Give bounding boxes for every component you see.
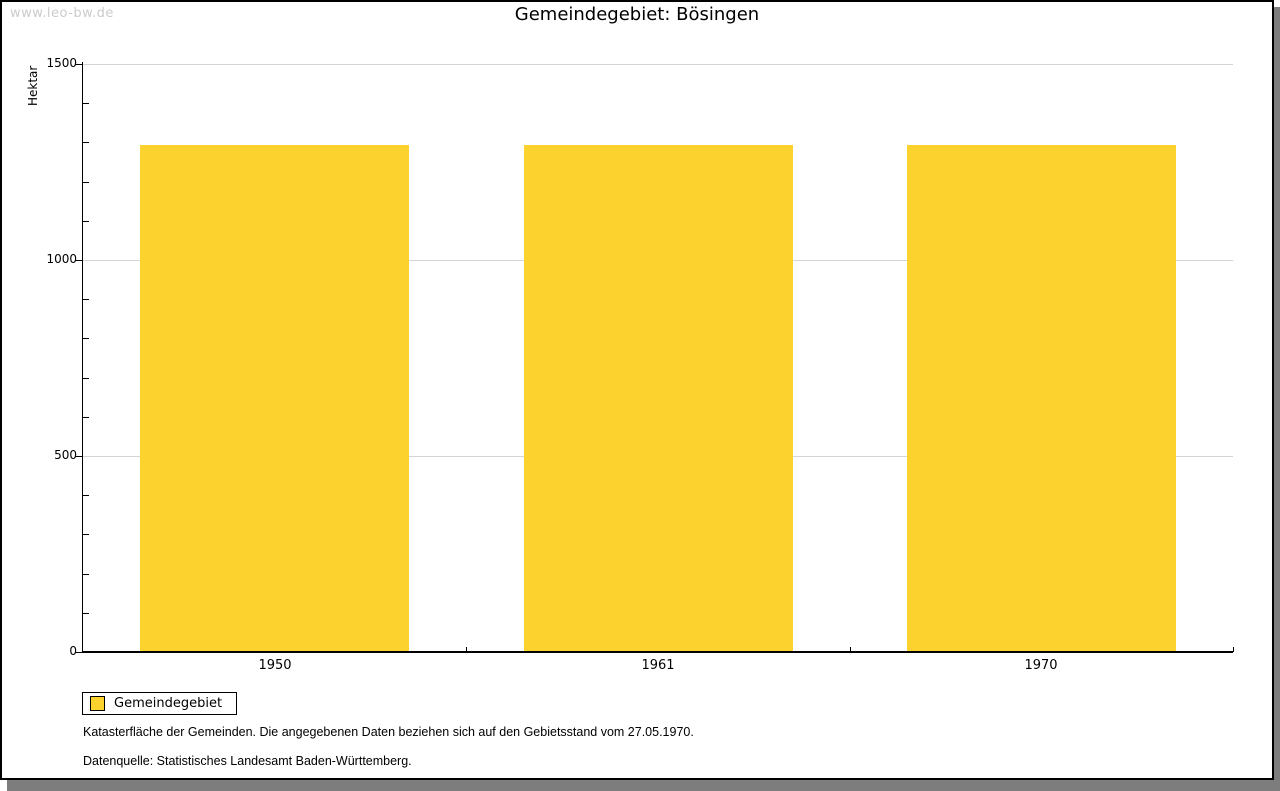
y-tick-label: 0 bbox=[69, 644, 77, 658]
x-category-label: 1970 bbox=[1024, 658, 1058, 673]
x-axis-line bbox=[82, 651, 1233, 653]
y-tick-minor bbox=[83, 417, 89, 418]
y-tick-minor bbox=[83, 103, 89, 104]
legend-label: Gemeindegebiet bbox=[114, 696, 223, 711]
y-tick-label: 1500 bbox=[46, 56, 77, 70]
x-category-label: 1950 bbox=[258, 658, 292, 673]
x-tick bbox=[850, 647, 851, 652]
y-tick-minor bbox=[83, 182, 89, 183]
x-category-label: 1961 bbox=[641, 658, 675, 673]
y-tick-major bbox=[75, 652, 83, 653]
y-tick-minor bbox=[83, 299, 89, 300]
y-tick-major bbox=[75, 260, 83, 261]
window-shadow-bottom bbox=[7, 780, 1280, 791]
y-tick-minor bbox=[83, 221, 89, 222]
bar-1961 bbox=[524, 145, 793, 651]
y-tick-major bbox=[75, 64, 83, 65]
y-tick-minor bbox=[83, 574, 89, 575]
y-axis-line bbox=[82, 62, 83, 652]
chart-title: Gemeindegebiet: Bösingen bbox=[514, 4, 760, 25]
footnote-source-note: Katasterfläche der Gemeinden. Die angege… bbox=[83, 725, 694, 739]
x-tick bbox=[1233, 647, 1234, 652]
window-shadow-right bbox=[1274, 7, 1280, 791]
watermark-text: www.leo-bw.de bbox=[10, 6, 114, 21]
y-tick-minor bbox=[83, 495, 89, 496]
y-tick-minor bbox=[83, 534, 89, 535]
legend-box: Gemeindegebiet bbox=[82, 692, 238, 715]
y-tick-minor bbox=[83, 613, 89, 614]
bar-1950 bbox=[140, 145, 409, 651]
footnotes: Katasterfläche der Gemeinden. Die angege… bbox=[83, 725, 694, 783]
y-tick-label: 1000 bbox=[46, 252, 77, 266]
x-tick bbox=[466, 647, 467, 652]
legend-color-swatch bbox=[90, 696, 105, 711]
bar-1970 bbox=[907, 145, 1176, 651]
y-gridline bbox=[83, 64, 1233, 65]
y-tick-major bbox=[75, 456, 83, 457]
footnote-data-source: Datenquelle: Statistisches Landesamt Bad… bbox=[83, 754, 412, 768]
y-tick-minor bbox=[83, 378, 89, 379]
y-tick-minor bbox=[83, 338, 89, 339]
y-tick-label: 500 bbox=[54, 448, 77, 462]
y-tick-minor bbox=[83, 142, 89, 143]
plot-area: 0 500 1000 1500 1950 1961 1970 bbox=[2, 2, 1272, 778]
